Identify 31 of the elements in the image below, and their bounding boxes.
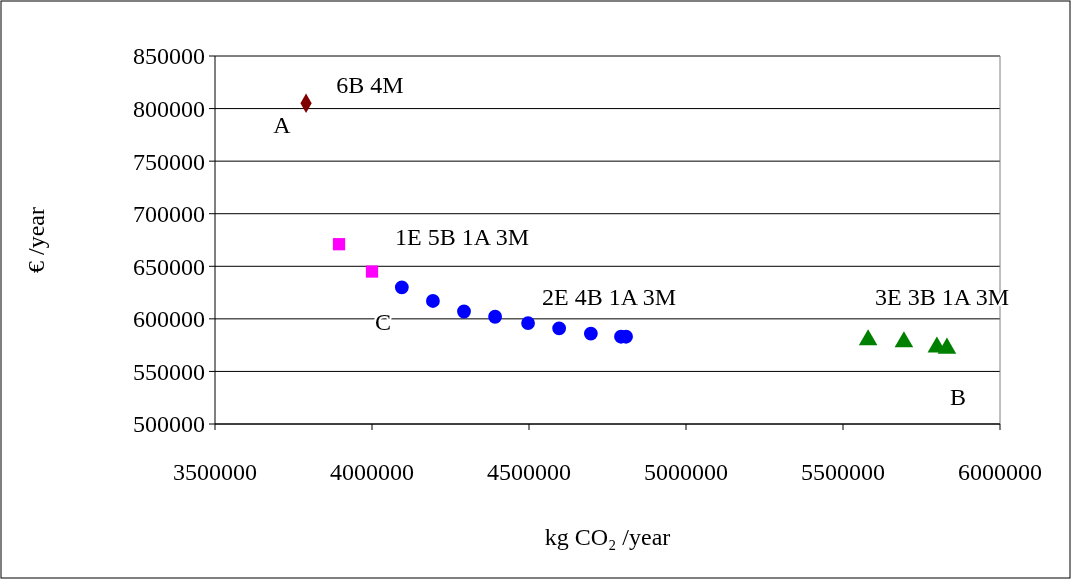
x-tick-label: 6000000 — [958, 459, 1042, 485]
annotation: 2E 4B 1A 3M — [541, 284, 677, 311]
y-tick-label: 600000 — [133, 306, 205, 333]
point — [365, 265, 379, 278]
y-axis-title: € /year — [23, 207, 49, 273]
y-tick-label: 500000 — [133, 411, 205, 438]
x-tick-label: 3500000 — [173, 459, 257, 485]
x-tick-label: 5000000 — [644, 459, 728, 485]
x-tick-label: 4500000 — [487, 459, 571, 485]
annotation: A — [273, 112, 292, 139]
point — [426, 294, 440, 308]
y-tick-label: 650000 — [133, 253, 205, 280]
annotation: 3E 3B 1A 3M — [874, 284, 1010, 311]
y-tick-label: 700000 — [133, 201, 205, 228]
x-axis-title: kg CO₂ /year — [544, 524, 671, 550]
y-tick-label: 800000 — [133, 95, 205, 122]
y-tick-label: 850000 — [133, 43, 205, 70]
annotation: 1E 5B 1A 3M — [394, 224, 530, 251]
x-tick-label: 4000000 — [330, 459, 414, 485]
y-tick-label: 550000 — [133, 358, 205, 385]
annotation: 6B 4M — [336, 72, 404, 99]
point — [583, 326, 598, 341]
point — [332, 238, 346, 251]
point — [394, 280, 409, 295]
x-tick-label: 5500000 — [801, 459, 885, 485]
annotation: B — [949, 384, 967, 411]
y-tick-label: 750000 — [133, 148, 205, 175]
point — [457, 304, 471, 319]
point — [488, 309, 502, 324]
point — [521, 316, 535, 330]
point — [552, 321, 567, 336]
